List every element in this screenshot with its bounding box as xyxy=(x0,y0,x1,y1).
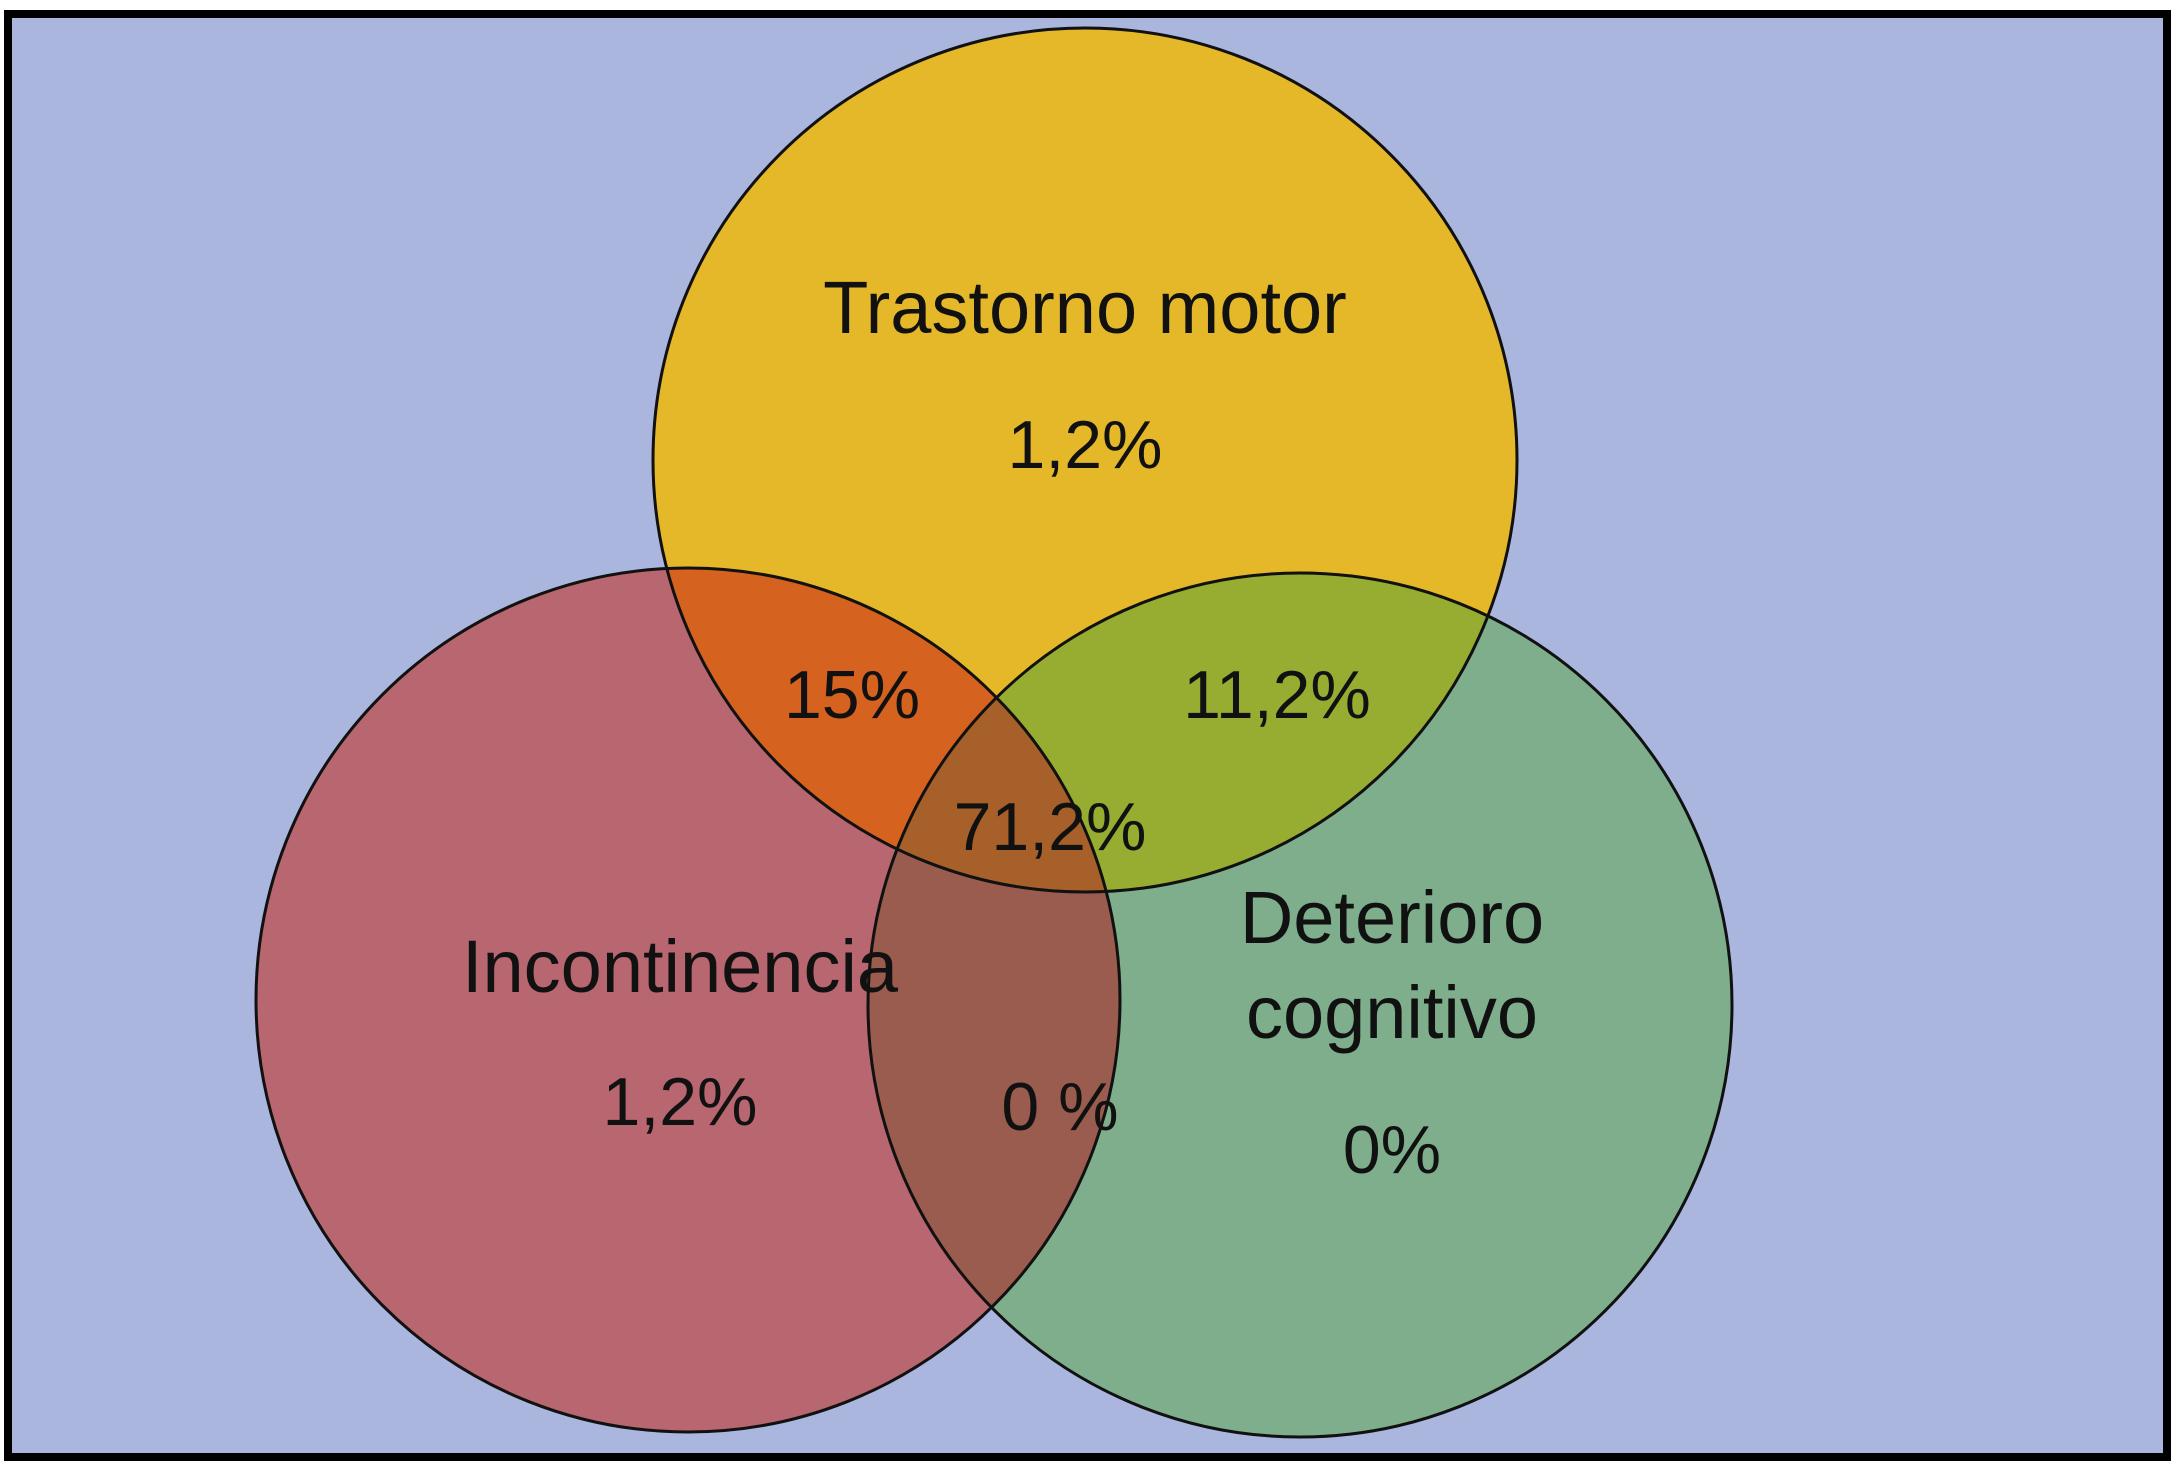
label-motor-incontinence: 15% xyxy=(784,657,920,733)
label-motor-name: Trastorno motor xyxy=(823,266,1347,349)
label-incontinence-only: 1,2% xyxy=(603,1064,758,1140)
label-cognitive-name-line2: cognitivo xyxy=(1246,971,1538,1054)
outline-incontinence xyxy=(254,566,1122,1434)
label-all-three: 71,2% xyxy=(954,789,1147,865)
outline-motor xyxy=(651,26,1519,894)
label-incontinence-name: Incontinencia xyxy=(462,925,899,1008)
label-motor-only: 1,2% xyxy=(1008,407,1163,483)
label-cognitive-name-line1: Deterioro xyxy=(1240,876,1544,959)
label-incontinence-cognitive: 0 % xyxy=(1001,1069,1118,1145)
label-cognitive-only: 0% xyxy=(1343,1112,1441,1188)
region-motor-incontinence xyxy=(653,568,1120,892)
outline-cognitive xyxy=(866,571,1734,1439)
label-motor-cognitive: 11,2% xyxy=(1183,657,1371,733)
